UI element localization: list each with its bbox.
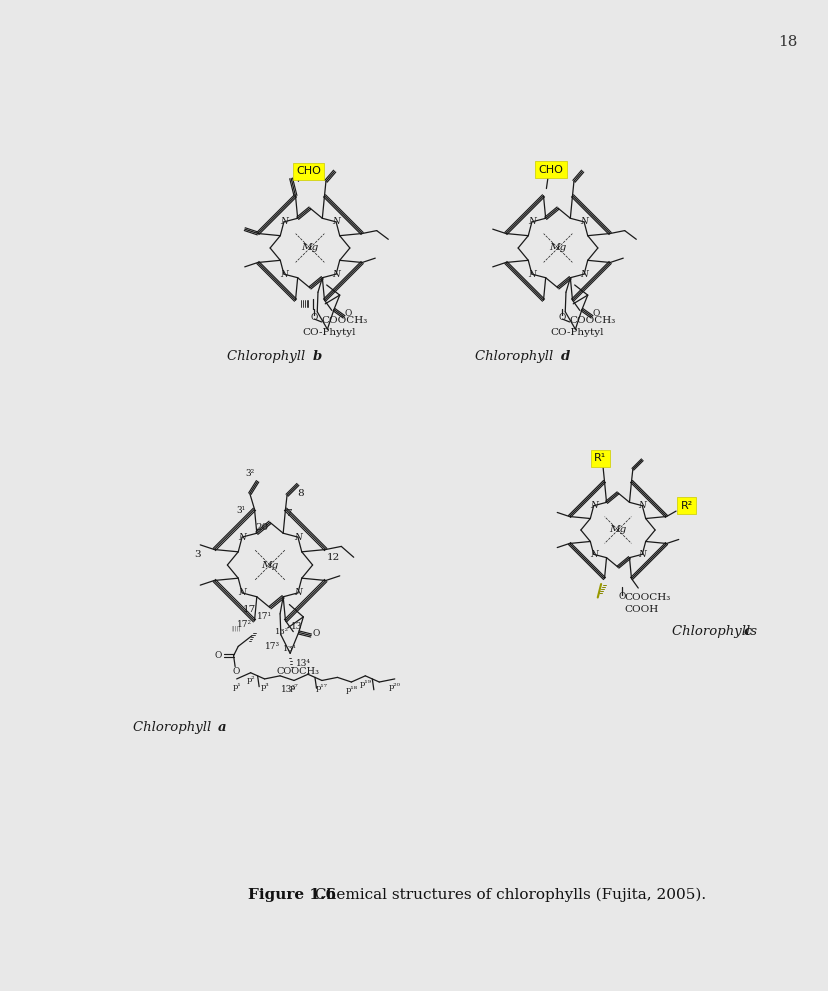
Text: COOCH₃: COOCH₃ (569, 316, 615, 325)
Text: N: N (238, 589, 246, 598)
Text: 20: 20 (255, 522, 268, 531)
Text: Chlorophyll: Chlorophyll (133, 721, 215, 734)
Text: p¹⁷: p¹⁷ (315, 684, 328, 693)
Text: 17²: 17² (237, 620, 252, 629)
Text: 13²: 13² (275, 627, 289, 635)
Text: COOCH₃: COOCH₃ (321, 316, 368, 325)
Text: N: N (589, 550, 597, 559)
Text: O: O (311, 629, 319, 638)
Text: O: O (214, 651, 222, 660)
Text: Chlorophylls: Chlorophylls (672, 624, 760, 638)
Text: N: N (638, 501, 646, 510)
Text: O: O (592, 309, 599, 318)
Text: Mg: Mg (261, 561, 278, 570)
Text: R¹: R¹ (594, 454, 606, 464)
Text: O: O (344, 309, 352, 318)
Text: Mg: Mg (609, 525, 626, 534)
Text: N: N (589, 501, 597, 510)
Text: p¹: p¹ (232, 683, 241, 691)
Text: 7: 7 (285, 509, 291, 518)
Text: N: N (580, 217, 587, 226)
Text: |||||: ||||| (231, 625, 240, 631)
Text: CO-Phytyl: CO-Phytyl (550, 328, 604, 337)
Text: 12: 12 (326, 553, 339, 562)
Text: 13³: 13³ (281, 685, 296, 694)
Text: COOCH₃: COOCH₃ (276, 668, 319, 677)
Text: Mg: Mg (301, 244, 318, 253)
Text: N: N (527, 217, 535, 226)
Text: 3²: 3² (245, 469, 254, 478)
Text: 13¹: 13¹ (283, 645, 296, 653)
Text: p²: p² (246, 677, 255, 685)
Text: CHO: CHO (296, 166, 320, 176)
Text: 3¹: 3¹ (236, 506, 245, 515)
Text: O: O (618, 592, 625, 601)
Text: 13: 13 (291, 621, 302, 630)
Text: p¹⁹: p¹⁹ (359, 680, 371, 688)
Text: CHO: CHO (537, 165, 562, 174)
Text: Chemical structures of chlorophylls (Fujita, 2005).: Chemical structures of chlorophylls (Fuj… (310, 888, 705, 902)
Text: N: N (638, 550, 646, 559)
Text: O: O (233, 667, 240, 676)
Text: N: N (280, 270, 287, 278)
Text: COOCH₃: COOCH₃ (624, 593, 670, 602)
Text: COOH: COOH (624, 606, 658, 614)
Text: p⁷: p⁷ (289, 684, 298, 693)
Text: 18: 18 (777, 35, 797, 49)
Text: N: N (280, 217, 287, 226)
Text: N: N (332, 217, 339, 226)
Text: Chlorophyll: Chlorophyll (475, 350, 557, 364)
Text: N: N (580, 270, 587, 278)
Text: b: b (312, 350, 322, 364)
Text: 17¹: 17¹ (257, 612, 272, 621)
Text: N: N (238, 532, 246, 542)
Text: Figure 1.6: Figure 1.6 (248, 888, 335, 902)
Text: Mg: Mg (549, 244, 566, 253)
Text: d: d (561, 350, 570, 364)
Text: 17: 17 (242, 605, 255, 613)
Text: Chlorophyll: Chlorophyll (227, 350, 310, 364)
Text: CO-Phytyl: CO-Phytyl (302, 328, 356, 337)
Text: N: N (527, 270, 535, 278)
Text: 8: 8 (297, 490, 304, 498)
Text: p¹⁸: p¹⁸ (345, 686, 357, 694)
Text: p²⁰: p²⁰ (388, 683, 400, 691)
Text: p³: p³ (260, 683, 268, 691)
Text: 13⁴: 13⁴ (296, 659, 310, 668)
Text: N: N (332, 270, 339, 278)
Text: O: O (310, 313, 318, 322)
Text: O: O (558, 313, 566, 322)
Text: R²: R² (680, 500, 692, 510)
Text: 3: 3 (194, 550, 200, 559)
Text: N: N (294, 532, 301, 542)
Text: c: c (743, 624, 751, 638)
Text: N: N (294, 589, 301, 598)
Text: a: a (218, 721, 226, 734)
Text: 17³: 17³ (264, 642, 280, 651)
